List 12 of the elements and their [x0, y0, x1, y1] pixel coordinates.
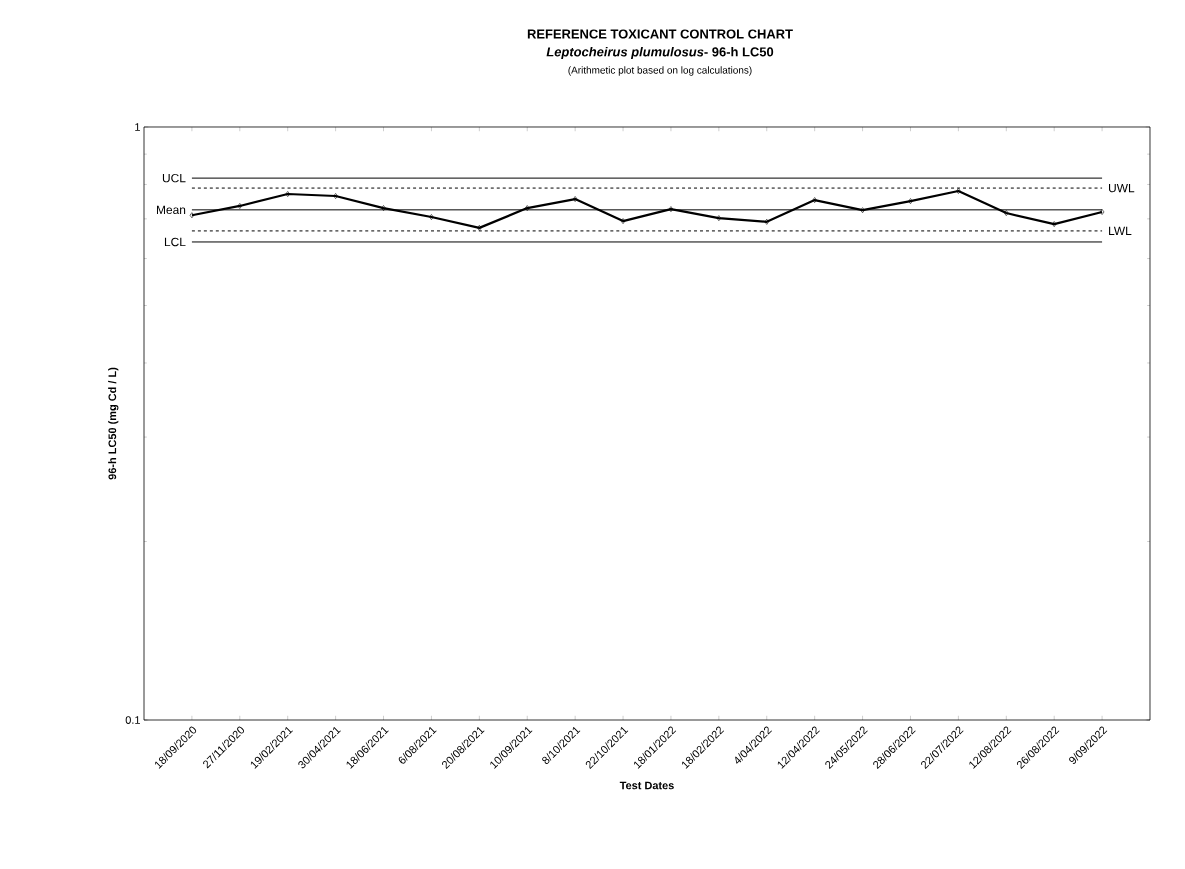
text: (Arithmetic plot based on log calculations) [568, 66, 752, 76]
ref-line-label: Mean [156, 205, 186, 215]
ref-line-label: LCL [164, 237, 186, 247]
chart-title: REFERENCE TOXICANT CONTROL CHART [527, 29, 793, 39]
ref-line-label: UCL [162, 173, 186, 183]
x-axis-title: Test Dates [619, 781, 674, 790]
y-tick-label: 1 [135, 123, 140, 131]
chart-subtitle: Leptocheirus plumulosus- 96-h LC50 [546, 46, 774, 60]
y-axis-title: 96-h LC50 (mg Cd / L) [108, 367, 119, 480]
y-tick-label: 0.1 [125, 716, 140, 724]
ref-line-label: UWL [1109, 183, 1135, 193]
ref-line-label: LWL [1109, 226, 1132, 236]
